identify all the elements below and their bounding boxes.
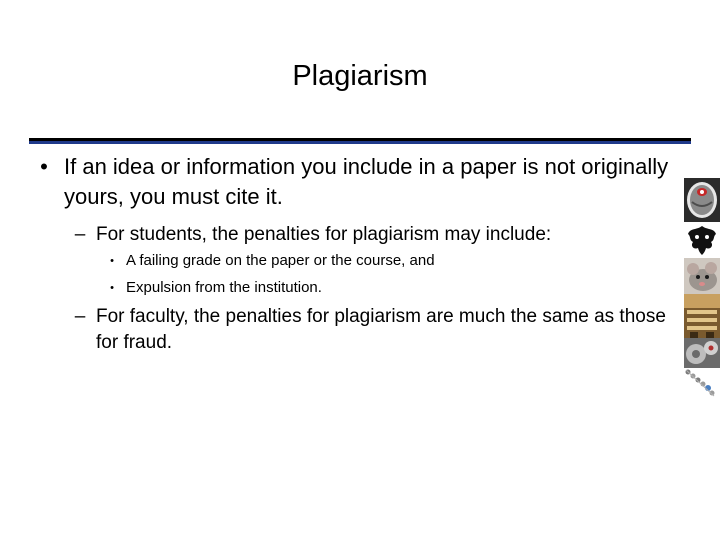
brain-scan-icon <box>684 178 720 222</box>
title-divider <box>29 138 691 145</box>
sub-bullet-text: For faculty, the penalties for plagiaris… <box>96 306 666 353</box>
slide-title: Plagiarism <box>292 60 428 92</box>
title-divider-accent <box>29 141 691 144</box>
dna-helix-icon <box>684 368 720 400</box>
gears-photo-icon <box>684 338 720 368</box>
sub-bullet-text: For students, the penalties for plagiari… <box>96 224 552 245</box>
mouse-photo-icon <box>684 258 720 294</box>
sub-sub-bullet-marker: • <box>110 255 114 267</box>
side-image-strip <box>684 178 720 400</box>
bullet-text: If an idea or information you include in… <box>64 154 669 209</box>
bullet-marker: • <box>40 154 48 179</box>
sub-sub-bullet-text: Expulsion from the institution. <box>126 279 322 296</box>
sub-sub-bullet-marker: • <box>110 282 114 294</box>
inkblot-icon <box>684 222 720 258</box>
sub-sub-bullet-text: A failing grade on the paper or the cour… <box>126 252 435 269</box>
title-divider-dark <box>29 138 691 141</box>
sub-bullet-marker: – <box>74 224 86 245</box>
sub-bullet-marker: – <box>74 306 86 327</box>
library-photo-icon <box>684 294 720 338</box>
